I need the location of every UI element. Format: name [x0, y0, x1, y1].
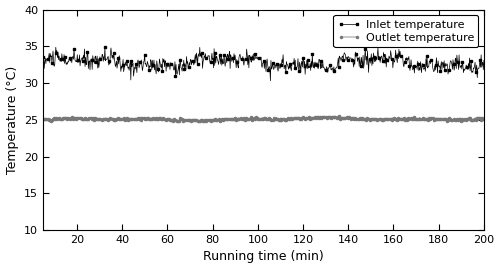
- Inlet temperature: [322, 69, 328, 72]
- Outlet temperature: [376, 117, 382, 121]
- Inlet temperature: [481, 59, 487, 62]
- Inlet temperature: [376, 57, 382, 60]
- Outlet temperature: [170, 120, 176, 123]
- Outlet temperature: [481, 118, 487, 121]
- Legend: Inlet temperature, Outlet temperature: Inlet temperature, Outlet temperature: [334, 15, 478, 47]
- Y-axis label: Temperature (°C): Temperature (°C): [6, 66, 18, 174]
- Inlet temperature: [268, 79, 274, 83]
- Inlet temperature: [420, 68, 426, 71]
- Outlet temperature: [308, 117, 314, 120]
- Inlet temperature: [67, 59, 73, 63]
- Outlet temperature: [67, 116, 73, 120]
- Outlet temperature: [322, 116, 328, 119]
- X-axis label: Running time (min): Running time (min): [203, 250, 324, 263]
- Inlet temperature: [102, 45, 108, 49]
- Outlet temperature: [336, 115, 342, 118]
- Inlet temperature: [297, 64, 303, 67]
- Inlet temperature: [40, 55, 46, 58]
- Line: Inlet temperature: Inlet temperature: [42, 46, 486, 82]
- Outlet temperature: [420, 117, 426, 121]
- Inlet temperature: [309, 66, 315, 69]
- Outlet temperature: [296, 116, 302, 119]
- Outlet temperature: [40, 118, 46, 121]
- Line: Outlet temperature: Outlet temperature: [42, 115, 485, 122]
